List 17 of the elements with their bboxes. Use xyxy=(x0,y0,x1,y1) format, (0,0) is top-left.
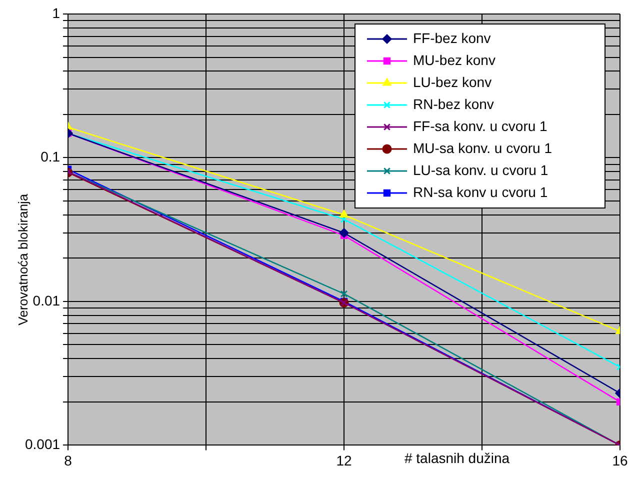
y-tick-label: 1 xyxy=(52,4,60,21)
y-tick-label: 0.1 xyxy=(40,148,60,165)
legend-label: RN-sa konv u cvoru 1 xyxy=(413,184,548,200)
x-tick-label: 8 xyxy=(64,452,72,468)
y-tick-label: 0.01 xyxy=(32,292,60,308)
y-tick-label: 0.001 xyxy=(24,436,60,452)
legend-label: FF-sa konv. u cvoru 1 xyxy=(413,118,548,134)
legend-label: LU-bez konv xyxy=(413,74,492,90)
legend-label: MU-bez konv xyxy=(413,52,496,68)
legend-label: MU-sa konv. u cvoru 1 xyxy=(413,140,552,156)
x-tick-label: 12 xyxy=(336,452,352,468)
x-tick-label: 16 xyxy=(612,452,628,468)
legend-label: LU-sa konv. u cvoru 1 xyxy=(413,162,548,178)
y-axis-title: Verovatnoća blokiranja xyxy=(16,193,31,326)
x-axis-title: # talasnih dužina xyxy=(404,450,510,466)
legend-label: RN-bez konv xyxy=(413,96,494,112)
legend-label: FF-bez konv xyxy=(413,30,491,46)
